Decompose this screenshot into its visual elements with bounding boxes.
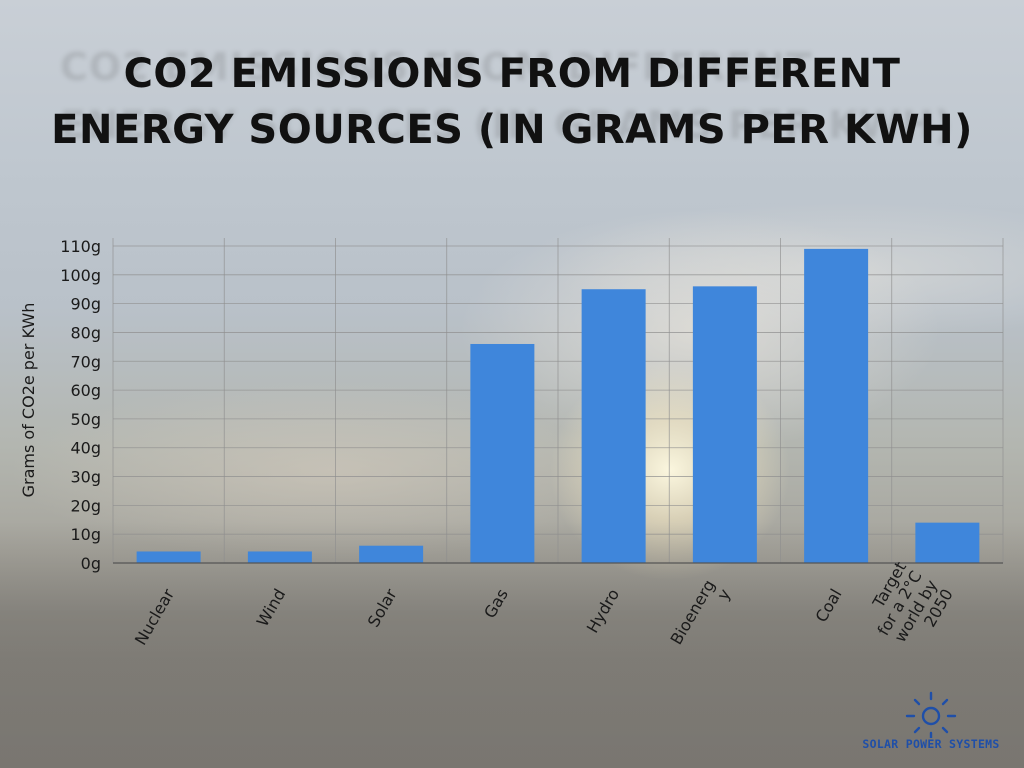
x-tick-label-target: Targetfor a 2°Cworld by2050	[858, 559, 957, 657]
bar-coal	[804, 248, 869, 563]
x-tick-label-coal: Coal	[812, 586, 846, 626]
y-tick-label: 30g	[70, 468, 101, 487]
grid-lines	[112, 238, 1004, 564]
x-tick-label-line: Nuclear	[131, 585, 178, 648]
x-tick-label-solar: Solar	[364, 585, 401, 630]
y-tick-label: 60g	[70, 381, 101, 400]
y-axis-label: Grams of CO2e per KWh	[19, 303, 38, 498]
x-tick-label-line: Solar	[364, 585, 401, 630]
x-tick-label-gas: Gas	[480, 586, 512, 622]
sun-icon	[905, 691, 957, 738]
bar-target	[915, 522, 980, 563]
bar-solar	[359, 545, 424, 563]
bar-wind	[247, 551, 312, 563]
x-tick-label-line: y	[713, 586, 734, 604]
y-tick-label: 100g	[60, 266, 101, 285]
x-tick-label-line: Coal	[812, 586, 846, 626]
y-tick-label: 10g	[70, 525, 101, 544]
bar-hydro	[581, 289, 646, 563]
y-tick-label: 90g	[70, 295, 101, 314]
chart-title: CO2 EMISSIONS FROM DIFFERENT ENERGY SOUR…	[0, 46, 1024, 158]
x-tick-label-line: Gas	[480, 586, 512, 622]
y-tick-label: 20g	[70, 496, 101, 515]
brand-logo: SOLAR POWER SYSTEMS	[845, 688, 1017, 760]
y-tick-label: 40g	[70, 439, 101, 458]
x-tick-label-line: Bioenerg	[667, 577, 719, 648]
bar-nuclear	[136, 551, 201, 563]
chart-title-line-2: ENERGY SOURCES (IN GRAMS PER KWH)	[51, 107, 973, 153]
x-tick-label-nuclear: Nuclear	[131, 585, 178, 648]
y-tick-label: 70g	[70, 352, 101, 371]
y-tick-label: 110g	[60, 237, 101, 256]
x-tick-label-line: Hydro	[583, 586, 623, 637]
brand-name: SOLAR POWER SYSTEMS	[862, 737, 1000, 751]
bar-bioenergy	[692, 286, 757, 563]
x-tick-label-hydro: Hydro	[583, 586, 623, 637]
x-tick-label-bioenergy: Bioenergy	[667, 577, 735, 657]
chart-title-line-1: CO2 EMISSIONS FROM DIFFERENT	[123, 51, 901, 97]
x-tick-label-line: Wind	[253, 586, 290, 630]
y-tick-label: 0g	[81, 554, 101, 573]
x-tick-label-wind: Wind	[253, 586, 290, 630]
bar-gas	[470, 343, 535, 563]
y-tick-label: 80g	[70, 323, 101, 342]
y-tick-label: 50g	[70, 410, 101, 429]
